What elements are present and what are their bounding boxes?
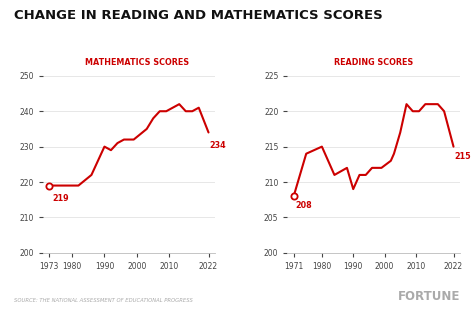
Text: 208: 208: [295, 201, 312, 210]
Text: 219: 219: [53, 194, 69, 204]
Text: SOURCE: THE NATIONAL ASSESSMENT OF EDUCATIONAL PROGRESS: SOURCE: THE NATIONAL ASSESSMENT OF EDUCA…: [14, 298, 193, 303]
Text: FORTUNE: FORTUNE: [397, 290, 460, 303]
Text: 234: 234: [210, 141, 226, 150]
Text: MATHEMATICS SCORES: MATHEMATICS SCORES: [85, 58, 190, 67]
Text: CHANGE IN READING AND MATHEMATICS SCORES: CHANGE IN READING AND MATHEMATICS SCORES: [14, 9, 383, 22]
Text: 215: 215: [455, 152, 471, 161]
Text: READING SCORES: READING SCORES: [334, 58, 413, 67]
